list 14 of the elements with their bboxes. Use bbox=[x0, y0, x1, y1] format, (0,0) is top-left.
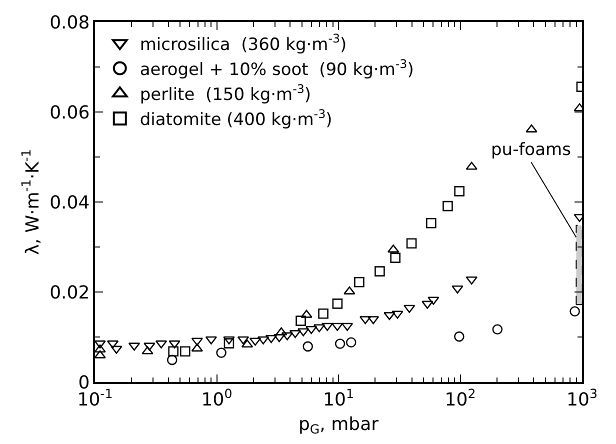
x-tick-label: 10$^{3}$ bbox=[566, 386, 598, 410]
y-tick-label: 0.02 bbox=[50, 282, 90, 304]
x-tick-label: 10$^{1}$ bbox=[323, 386, 354, 410]
x-tick-label: 10$^{0}$ bbox=[201, 386, 232, 410]
y-tick-label: 0.06 bbox=[50, 102, 90, 124]
legend-label: aerogel + 10% soot (90 kg·m$^{-3}$) bbox=[140, 56, 414, 80]
legend-label: diatomite (400 kg·m$^{-3}$) bbox=[140, 106, 332, 130]
y-tick-label: 0.04 bbox=[50, 192, 90, 214]
y-tick-label: 0.08 bbox=[50, 12, 90, 34]
x-axis-title: p$_{G}$, mbar bbox=[298, 414, 380, 437]
legend-label: microsilica (360 kg·m$^{-3}$) bbox=[140, 32, 347, 55]
text: pu-foams bbox=[491, 140, 572, 160]
legend-label: perlite (150 kg·m$^{-3}$) bbox=[140, 82, 312, 105]
x-tick-label: 10$^{2}$ bbox=[444, 386, 476, 410]
